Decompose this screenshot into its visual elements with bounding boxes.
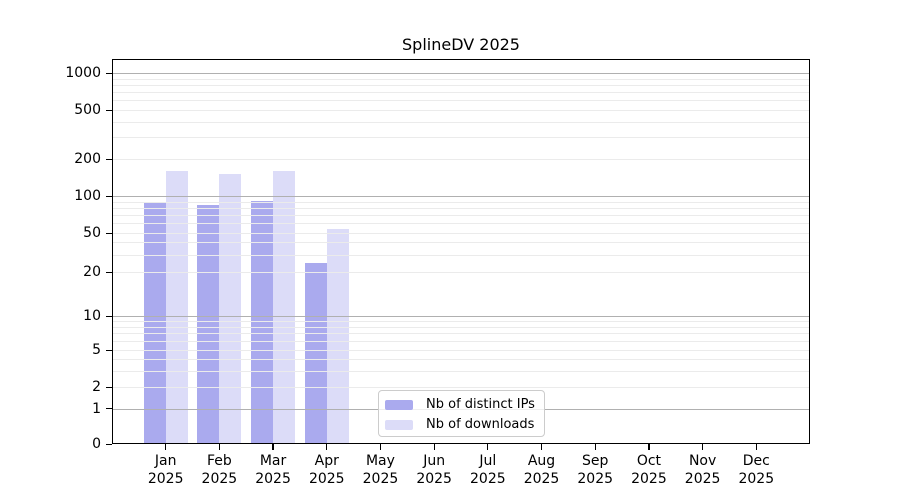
gridline-minor bbox=[112, 110, 810, 111]
x-tick bbox=[648, 444, 650, 450]
x-tick-label: Dec 2025 bbox=[738, 453, 775, 487]
gridline-minor bbox=[112, 159, 810, 160]
gridline-minor bbox=[112, 387, 810, 388]
x-tick bbox=[379, 444, 382, 450]
gridline-minor bbox=[112, 370, 810, 372]
x-tick bbox=[326, 444, 328, 450]
plot-area: Dec 2025 Nov 2025 Oct 2025 Sep 2025 Aug 2025… bbox=[65, 59, 810, 487]
x-tick bbox=[218, 444, 220, 450]
y-tick-label: 20 bbox=[83, 264, 101, 280]
y-tick-label: 10 bbox=[83, 308, 101, 324]
y-tick bbox=[106, 109, 112, 111]
y-tick bbox=[106, 443, 112, 445]
legend-label-downloads: Nb of downloads bbox=[426, 417, 535, 432]
gridline-major bbox=[112, 316, 810, 317]
gridline-minor bbox=[112, 78, 810, 80]
y-tick-label: 200 bbox=[74, 151, 101, 167]
y-tick-label: 2 bbox=[92, 379, 101, 395]
gridline-major bbox=[112, 73, 810, 74]
gridline-minor bbox=[112, 242, 810, 244]
legend-item-downloads: Nb of downloads bbox=[385, 415, 538, 434]
bar-nb-of-distinct-ips-apr bbox=[304, 262, 327, 444]
y-tick-label: 1000 bbox=[65, 65, 101, 81]
gridline-minor bbox=[112, 137, 810, 139]
chart-title: SplineDV 2025 bbox=[402, 35, 520, 54]
y-tick bbox=[106, 195, 112, 197]
x-tick bbox=[594, 444, 596, 450]
gridline-minor bbox=[112, 121, 810, 123]
y-tick-label: 5 bbox=[92, 342, 101, 358]
x-tick bbox=[702, 444, 704, 450]
y-tick-label: 500 bbox=[74, 102, 101, 118]
gridline-minor bbox=[112, 254, 810, 256]
x-tick-label: Oct 2025 bbox=[631, 453, 667, 487]
y-tick-label: 0 bbox=[92, 436, 101, 452]
distinct-ips-swatch bbox=[385, 399, 413, 410]
bar-nb-of-downloads-apr bbox=[326, 228, 349, 444]
gridline-major bbox=[112, 196, 810, 197]
x-tick-label: Aug 2025 bbox=[523, 453, 560, 487]
gridline-minor bbox=[112, 321, 810, 323]
legend-item-distinct-ips: Nb of distinct IPs bbox=[385, 395, 538, 414]
bar-nb-of-distinct-ips-feb bbox=[197, 205, 220, 444]
y-tick bbox=[106, 158, 112, 160]
y-tick bbox=[106, 315, 112, 317]
x-tick bbox=[540, 444, 543, 450]
gridline-minor bbox=[112, 201, 810, 203]
x-tick-label: Nov 2025 bbox=[684, 453, 721, 487]
x-tick-label: Feb 2025 bbox=[201, 453, 238, 487]
legend-label-distinct-ips: Nb of distinct IPs bbox=[426, 397, 535, 412]
gridline-minor bbox=[112, 272, 810, 273]
y-tick bbox=[106, 349, 112, 351]
x-tick-label: Jan 2025 bbox=[147, 453, 184, 487]
gridline-minor bbox=[112, 215, 810, 217]
x-tick-label: Sep 2025 bbox=[577, 453, 614, 487]
gridline-minor bbox=[112, 359, 810, 360]
downloads-swatch bbox=[385, 419, 413, 430]
x-tick bbox=[487, 444, 489, 450]
x-tick bbox=[272, 444, 274, 450]
gridline-minor bbox=[112, 207, 810, 209]
x-tick-label: Mar 2025 bbox=[255, 453, 291, 487]
x-tick-label: Jun 2025 bbox=[416, 453, 452, 487]
gridline-minor bbox=[112, 341, 810, 343]
gridline-minor bbox=[112, 100, 810, 102]
y-tick-label: 50 bbox=[83, 225, 101, 241]
gridline-minor bbox=[112, 233, 810, 234]
bar-nb-of-distinct-ips-mar bbox=[251, 201, 274, 444]
gridline-minor bbox=[112, 333, 810, 335]
y-tick bbox=[106, 232, 112, 234]
x-tick-label: May 2025 bbox=[362, 453, 399, 487]
x-tick-label: Jul 2025 bbox=[470, 453, 506, 487]
legend: Nb of distinct IPs Nb of downloads bbox=[378, 390, 545, 437]
gridline-minor bbox=[112, 326, 810, 328]
gridline-minor bbox=[112, 223, 810, 225]
x-tick bbox=[433, 444, 435, 450]
bar-nb-of-downloads-jan bbox=[165, 170, 188, 444]
y-tick-label: 1 bbox=[92, 400, 101, 417]
bar-nb-of-distinct-ips-jan bbox=[143, 201, 166, 444]
x-tick-label: Apr 2025 bbox=[308, 453, 345, 487]
gridline-minor bbox=[112, 84, 810, 86]
gridline-minor bbox=[112, 92, 810, 94]
x-tick bbox=[755, 444, 757, 450]
gridline-minor bbox=[112, 350, 810, 351]
y-tick bbox=[106, 386, 112, 388]
y-tick bbox=[106, 408, 112, 410]
y-tick bbox=[106, 72, 112, 74]
bar-nb-of-downloads-feb bbox=[219, 173, 242, 444]
x-tick bbox=[165, 444, 167, 450]
y-tick bbox=[106, 271, 112, 273]
bar-nb-of-downloads-mar bbox=[273, 170, 296, 444]
y-tick-label: 100 bbox=[74, 188, 101, 204]
